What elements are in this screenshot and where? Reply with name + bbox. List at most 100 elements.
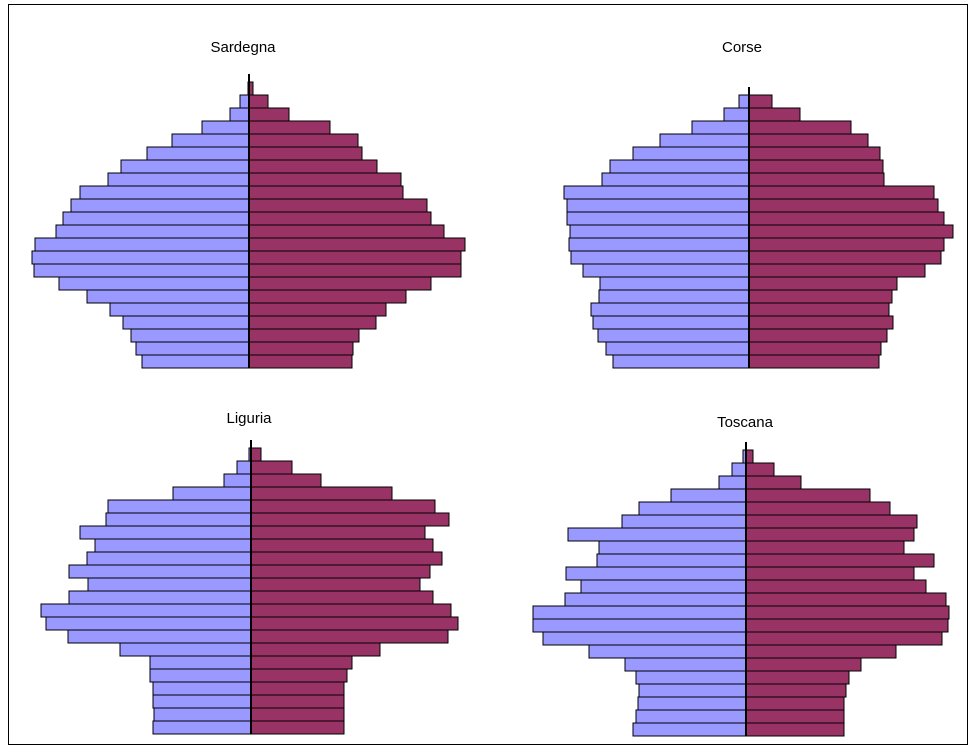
- bar-liguria-right-18: [250, 486, 393, 501]
- bar-toscana-right-4: [745, 670, 850, 685]
- bar-corse-left-1: [605, 341, 750, 356]
- bar-corse-left-17: [659, 133, 750, 148]
- population-pyramids: Sardegna Corse Liguria Toscana: [31, 39, 954, 737]
- bar-toscana-left-1: [635, 709, 747, 724]
- bar-sardegna-left-4: [109, 302, 250, 317]
- bar-corse-left-10: [569, 224, 750, 239]
- bar-liguria-left-15: [79, 525, 252, 540]
- bar-sardegna-left-0: [141, 354, 250, 369]
- bar-liguria-right-20: [250, 460, 293, 475]
- bar-toscana-left-14: [598, 540, 747, 555]
- bar-toscana-right-20: [745, 462, 775, 477]
- bar-sardegna-right-11: [248, 211, 432, 226]
- bar-toscana-right-6: [745, 644, 897, 659]
- bar-corse-right-10: [748, 224, 954, 239]
- bar-corse-right-14: [748, 172, 885, 187]
- bar-liguria-right-14: [250, 538, 434, 553]
- bar-corse-right-8: [748, 250, 942, 265]
- bar-liguria-right-17: [250, 499, 436, 514]
- bar-corse-right-4: [748, 302, 890, 317]
- bar-toscana-right-5: [745, 657, 862, 672]
- bar-liguria-left-8: [45, 616, 252, 631]
- bar-liguria-right-3: [250, 681, 345, 696]
- chart-frame: Sardegna Corse Liguria Toscana: [8, 4, 968, 745]
- bar-sardegna-right-12: [248, 198, 428, 213]
- bar-corse-left-3: [592, 315, 750, 330]
- bar-corse-left-12: [566, 198, 750, 213]
- bar-liguria-left-12: [68, 564, 252, 579]
- bar-toscana-left-12: [565, 566, 747, 581]
- pyramid-toscana: Toscana: [532, 414, 950, 737]
- bar-corse-right-6: [748, 276, 898, 291]
- bar-liguria-right-7: [250, 629, 449, 644]
- bar-sardegna-right-9: [248, 237, 466, 252]
- bar-corse-left-19: [723, 107, 750, 122]
- bar-liguria-right-5: [250, 655, 353, 670]
- bar-corse-left-5: [598, 289, 750, 304]
- bar-corse-left-8: [570, 250, 750, 265]
- bar-corse-right-9: [748, 237, 945, 252]
- pyramid-liguria: Liguria: [40, 410, 459, 735]
- bar-toscana-right-12: [745, 566, 915, 581]
- bar-sardegna-left-12: [70, 198, 250, 213]
- pyramid-corse-bars: [563, 87, 954, 369]
- bar-sardegna-left-9: [34, 237, 250, 252]
- bar-corse-right-7: [748, 263, 926, 278]
- bar-sardegna-right-18: [248, 120, 331, 135]
- bar-toscana-left-16: [621, 514, 747, 529]
- bar-corse-left-13: [563, 185, 750, 200]
- bar-corse-left-6: [599, 276, 750, 291]
- pyramid-liguria-bars: [40, 440, 459, 735]
- bar-sardegna-right-20: [248, 94, 269, 109]
- bar-toscana-left-7: [542, 631, 747, 646]
- bar-liguria-left-19: [223, 473, 252, 488]
- chart-title-liguria: Liguria: [226, 410, 272, 427]
- bar-sardegna-left-18: [201, 120, 250, 135]
- bar-toscana-right-15: [745, 527, 915, 542]
- bar-liguria-left-6: [119, 642, 252, 657]
- bar-sardegna-left-7: [33, 263, 250, 278]
- bar-sardegna-left-13: [79, 185, 250, 200]
- bar-liguria-left-9: [40, 603, 252, 618]
- bar-liguria-right-8: [250, 616, 459, 631]
- bar-sardegna-right-0: [248, 354, 353, 369]
- bar-corse-left-20: [738, 94, 750, 109]
- bar-liguria-right-12: [250, 564, 431, 579]
- bar-sardegna-right-19: [248, 107, 290, 122]
- bar-sardegna-right-10: [248, 224, 445, 239]
- bar-sardegna-right-4: [248, 302, 387, 317]
- bar-liguria-left-14: [94, 538, 252, 553]
- bar-toscana-right-7: [745, 631, 943, 646]
- pyramid-sardegna: Sardegna: [31, 39, 466, 369]
- bar-liguria-right-4: [250, 668, 348, 683]
- bar-sardegna-right-5: [248, 289, 407, 304]
- bar-corse-left-16: [632, 146, 750, 161]
- bar-sardegna-right-6: [248, 276, 432, 291]
- bar-toscana-left-3: [638, 683, 747, 698]
- bar-liguria-left-4: [149, 668, 252, 683]
- bar-sardegna-left-3: [122, 315, 250, 330]
- bar-toscana-right-0: [745, 722, 845, 737]
- chart-title-toscana: Toscana: [717, 414, 774, 431]
- bar-liguria-right-13: [250, 551, 443, 566]
- bar-liguria-right-10: [250, 590, 434, 605]
- bar-corse-left-9: [568, 237, 750, 252]
- bar-sardegna-left-20: [239, 94, 250, 109]
- bar-liguria-left-1: [153, 707, 252, 722]
- bar-toscana-right-13: [745, 553, 935, 568]
- bar-corse-left-0: [612, 354, 750, 369]
- bar-liguria-left-5: [149, 655, 252, 670]
- bar-liguria-left-16: [105, 512, 252, 527]
- chart-title-corse: Corse: [722, 39, 762, 56]
- bar-toscana-right-21: [745, 449, 754, 464]
- bar-liguria-left-18: [172, 486, 252, 501]
- bar-sardegna-right-2: [248, 328, 360, 343]
- bar-toscana-left-17: [638, 501, 747, 516]
- bar-sardegna-left-10: [55, 224, 250, 239]
- bar-toscana-left-2: [637, 696, 747, 711]
- bar-corse-right-3: [748, 315, 894, 330]
- bar-toscana-left-10: [564, 592, 747, 607]
- bar-liguria-right-11: [250, 577, 421, 592]
- pyramid-toscana-bars: [532, 442, 950, 737]
- bar-corse-right-15: [748, 159, 884, 174]
